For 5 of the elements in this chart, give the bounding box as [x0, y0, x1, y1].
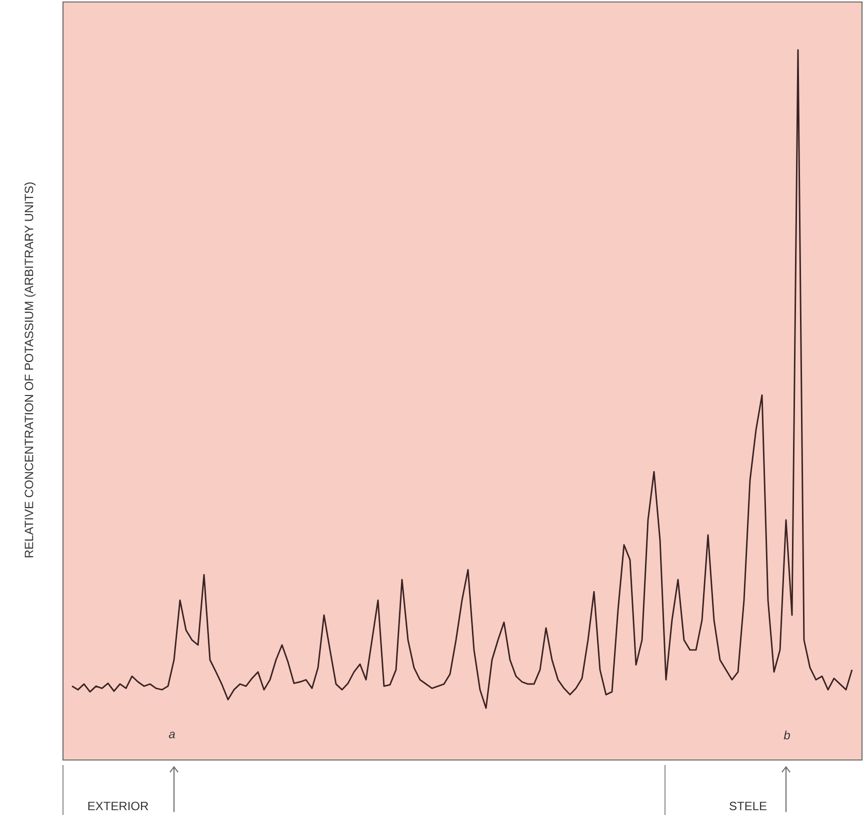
text: EXTERIOR — [88, 802, 148, 810]
annotation: b — [784, 730, 790, 740]
text: STELE — [730, 802, 766, 810]
y-axis-title: RELATIVE CONCENTRATION OF POTASSIUM (ARBITRARY UNITS) — [24, 182, 36, 558]
annotation: a — [168, 732, 175, 738]
